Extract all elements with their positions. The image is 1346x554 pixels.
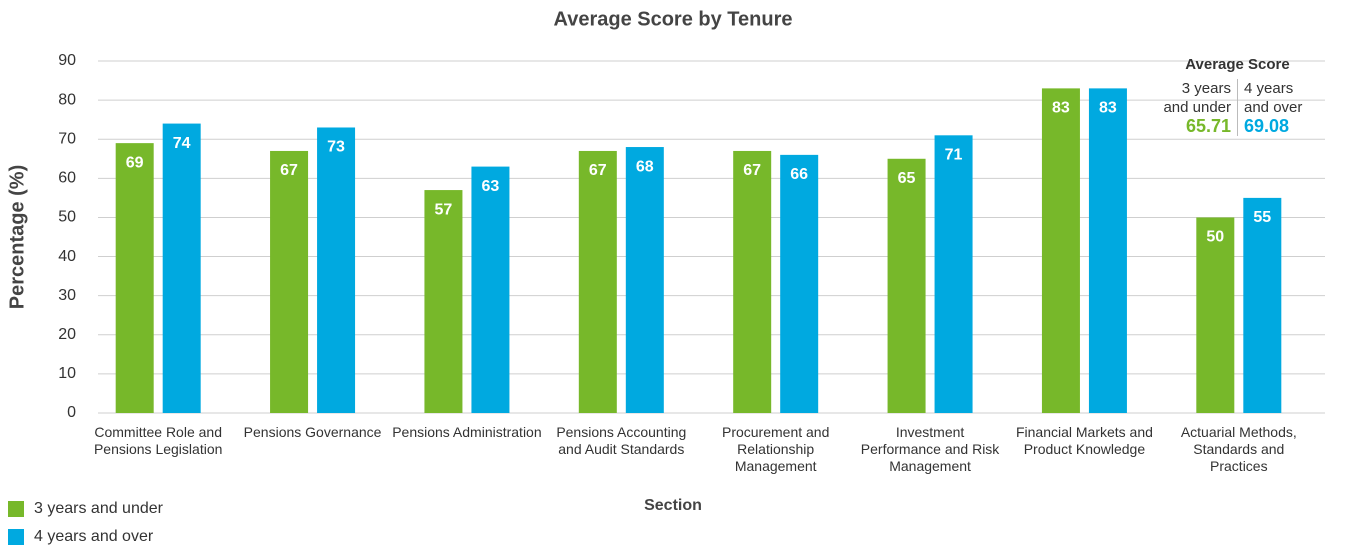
bar: [625, 147, 664, 414]
data-label: 65: [898, 170, 916, 187]
legend-label: 3 years and under: [34, 500, 163, 517]
bar: [317, 127, 356, 413]
data-label: 57: [435, 201, 453, 218]
annotation-value: 69.08: [1244, 116, 1290, 136]
x-tick-label: Pensions Governance: [243, 424, 382, 440]
y-axis-label: Percentage (%): [6, 165, 28, 310]
data-label: 74: [173, 135, 191, 152]
chart-title: Average Score by Tenure: [554, 8, 793, 30]
data-label: 71: [945, 147, 963, 164]
y-tick-label: 60: [58, 170, 76, 187]
y-tick-label: 0: [67, 404, 76, 421]
bar: [887, 158, 926, 413]
data-label: 83: [1099, 100, 1117, 117]
x-tick-label: Pensions Administration: [392, 424, 542, 440]
bar: [780, 154, 819, 413]
legend-swatch: [8, 501, 24, 517]
annotation-title: Average Score: [1185, 56, 1290, 73]
legend-item: 3 years and under: [8, 500, 163, 518]
legend-item: 4 years and over: [8, 528, 153, 546]
y-tick-label: 10: [58, 365, 76, 382]
data-label: 73: [327, 139, 345, 156]
bar: [1088, 88, 1127, 413]
x-tick-label: Financial Markets and Product Knowledge: [1015, 424, 1153, 457]
x-tick-label: Actuarial Methods, Standards and Practic…: [1180, 424, 1297, 474]
annotation-label: 4 years and over: [1244, 80, 1303, 116]
bar: [471, 166, 510, 413]
bar: [934, 135, 973, 414]
bar: [1041, 88, 1080, 413]
annotation-value: 65.71: [1185, 116, 1231, 136]
x-tick-label: Investment Performance and Risk Manageme…: [860, 424, 1000, 474]
y-tick-label: 90: [58, 52, 76, 69]
annotation-item: 4 years and over 69.08: [1238, 79, 1325, 136]
data-label: 55: [1253, 209, 1271, 226]
average-score: Average Score 3 years and under 65.71 4 …: [1150, 56, 1325, 136]
data-label: 63: [482, 178, 500, 195]
data-label: 69: [126, 154, 144, 171]
bar: [1243, 197, 1282, 413]
x-tick-label: Pensions Accounting and Audit Standards: [556, 424, 687, 457]
bar: [115, 143, 154, 413]
y-tick-label: 70: [58, 130, 76, 147]
y-tick-label: 80: [58, 91, 76, 108]
bar: [733, 150, 772, 413]
y-tick-label: 30: [58, 287, 76, 304]
annotation-label: 3 years and under: [1163, 80, 1231, 116]
legend-label: 4 years and over: [34, 528, 154, 545]
x-axis-label: Section: [644, 497, 702, 514]
bar: [270, 150, 309, 413]
data-label: 83: [1052, 100, 1070, 117]
y-tick-label: 20: [58, 326, 76, 343]
bar: [578, 150, 617, 413]
bar: [162, 123, 201, 414]
bar: [1196, 217, 1235, 413]
x-tick-label: Committee Role and Pensions Legislation: [93, 424, 223, 457]
y-tick-label: 50: [58, 209, 76, 226]
data-label: 67: [280, 162, 298, 179]
data-label: 68: [636, 158, 654, 175]
x-tick-label: Procurement and Relationship Management: [721, 424, 830, 474]
y-tick-label: 40: [58, 248, 76, 265]
legend-swatch: [8, 529, 24, 545]
data-label: 67: [743, 162, 761, 179]
data-label: 50: [1206, 229, 1224, 246]
annotation-item: 3 years and under 65.71: [1150, 79, 1238, 136]
bar: [424, 190, 463, 413]
data-label: 66: [790, 166, 808, 183]
data-label: 67: [589, 162, 607, 179]
